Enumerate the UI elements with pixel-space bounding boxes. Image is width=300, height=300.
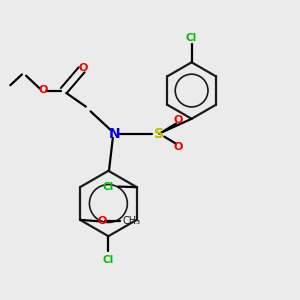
Text: Cl: Cl (186, 33, 197, 43)
Text: Cl: Cl (103, 182, 114, 192)
Text: Cl: Cl (103, 255, 114, 265)
Text: O: O (38, 85, 48, 95)
Text: O: O (173, 142, 183, 152)
Text: S: S (154, 127, 164, 141)
Text: N: N (109, 127, 120, 141)
Text: CH₃: CH₃ (123, 216, 141, 226)
Text: O: O (98, 216, 107, 226)
Text: O: O (78, 63, 88, 73)
Text: O: O (173, 115, 183, 125)
